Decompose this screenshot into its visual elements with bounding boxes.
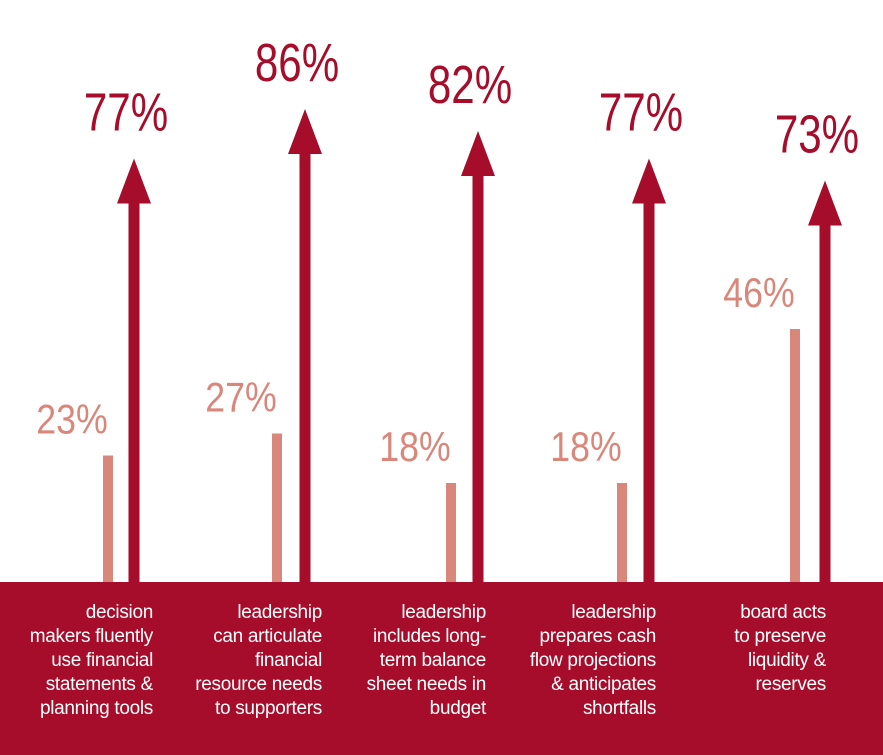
primary-value-label: 73% bbox=[775, 105, 859, 165]
category-label: leadership includes long- term balance s… bbox=[336, 601, 486, 721]
category-label: leadership prepares cash flow projection… bbox=[506, 601, 656, 721]
category-label: leadership can articulate financial reso… bbox=[172, 601, 322, 721]
secondary-value-label: 23% bbox=[36, 397, 107, 443]
secondary-value-label: 27% bbox=[205, 375, 276, 421]
secondary-value-label: 18% bbox=[379, 424, 450, 470]
primary-arrow-shaft bbox=[129, 202, 140, 583]
primary-arrow-shaft bbox=[300, 152, 311, 582]
category-label: board acts to preserve liquidity & reser… bbox=[676, 601, 826, 697]
secondary-value-label: 46% bbox=[723, 270, 794, 316]
primary-arrow-shaft bbox=[644, 202, 655, 583]
primary-value-label: 82% bbox=[428, 55, 512, 115]
primary-value-label: 77% bbox=[599, 83, 683, 143]
secondary-bar bbox=[446, 483, 456, 582]
primary-arrow-head bbox=[117, 159, 151, 204]
primary-arrow-shaft bbox=[473, 174, 484, 582]
primary-value-label: 77% bbox=[84, 83, 168, 143]
secondary-bar bbox=[617, 483, 627, 582]
secondary-bar bbox=[790, 329, 800, 582]
primary-arrow-head bbox=[632, 159, 666, 204]
secondary-bar bbox=[103, 456, 113, 583]
chart-plot: 23% 77% 27% 86% 18% 82% 18% 77% 46% 73% bbox=[0, 0, 883, 582]
primary-arrow-head bbox=[461, 131, 495, 176]
primary-arrow-head bbox=[288, 109, 322, 154]
secondary-bar bbox=[272, 434, 282, 583]
primary-arrow-head bbox=[808, 181, 842, 226]
primary-arrow-shaft bbox=[820, 224, 831, 583]
primary-value-label: 86% bbox=[255, 33, 339, 93]
secondary-value-label: 18% bbox=[550, 424, 621, 470]
category-label: decision makers fluently use financial s… bbox=[3, 601, 153, 721]
category-footer: decision makers fluently use financial s… bbox=[0, 582, 883, 755]
